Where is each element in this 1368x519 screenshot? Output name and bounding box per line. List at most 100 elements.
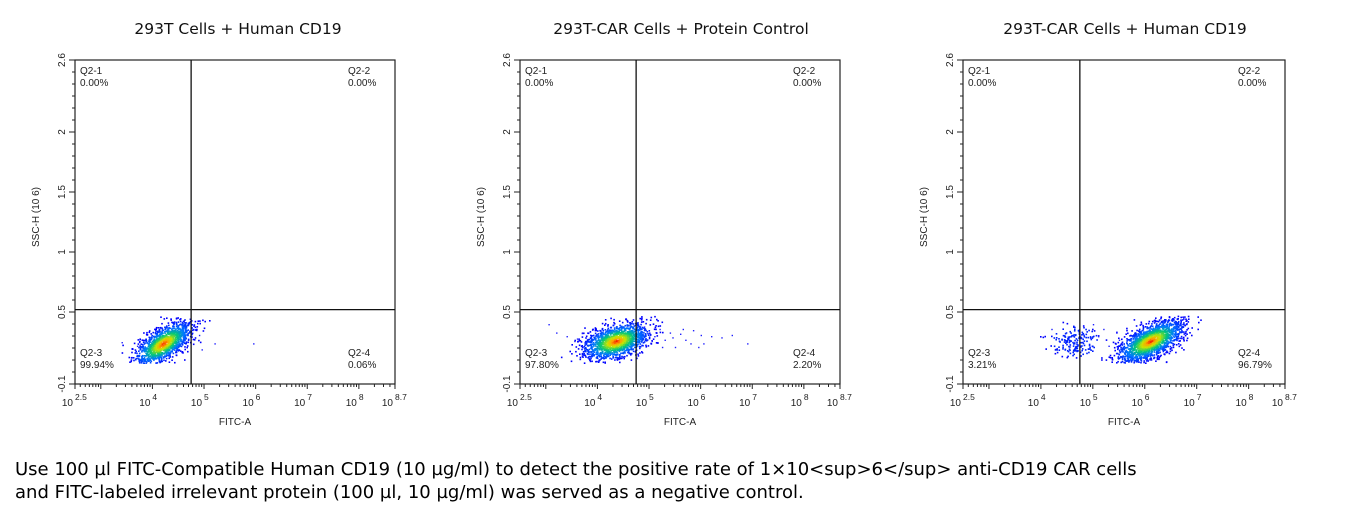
event-dot [159,335,162,338]
event-dot [1170,336,1173,339]
event-dot [1118,357,1121,359]
event-dot [659,325,662,327]
event-dot [637,324,639,326]
event-dot [1080,336,1082,339]
event-dot [168,357,170,360]
event-dot [160,338,162,341]
event-dot [197,322,199,325]
event-dot [1151,349,1153,351]
event-dot [1097,335,1100,337]
event-dot [1105,359,1108,361]
event-dot [1175,321,1177,323]
event-dot [590,344,593,347]
event-dot [630,344,633,347]
event-dot [1149,345,1152,347]
event-dot [639,345,642,348]
event-dot [641,351,643,353]
event-dot [606,339,609,341]
event-dot [1155,324,1158,326]
event-dot [621,327,623,330]
outlier-dot [1051,328,1053,331]
event-dot [1040,336,1042,338]
event-dot [143,360,146,362]
event-dot [1095,334,1098,337]
event-dot [154,335,157,338]
event-dot [590,341,593,344]
event-dot [1180,319,1182,321]
event-dot [148,330,151,332]
quadrant-name-label: Q2-1 [968,66,991,77]
event-dot [1132,338,1134,340]
event-dot [585,350,587,353]
event-dot [1055,333,1058,335]
event-dot [604,340,607,342]
event-dot [616,330,619,332]
event-dot [1177,326,1180,329]
event-dot [1130,337,1133,340]
event-dot [1179,337,1181,340]
event-dot [1081,345,1083,347]
event-dot [153,339,156,342]
event-dot [169,343,172,345]
event-dot [153,358,155,360]
event-dot [175,350,177,353]
event-dot [1182,316,1184,318]
event-dot [647,345,650,347]
event-dot [622,342,624,344]
event-dot [1164,353,1166,356]
event-dot [1166,325,1169,328]
event-dot [621,349,624,352]
event-dot [1075,345,1078,348]
event-dot [1162,328,1164,331]
event-dot [575,350,577,353]
event-dot [160,360,162,363]
x-tick-label: 10 [636,398,648,409]
event-dot [187,334,189,337]
event-dot [1147,342,1150,345]
event-dot [134,349,137,351]
event-dot [165,349,168,352]
event-dot [1161,346,1164,349]
event-dot [155,357,158,360]
event-dot [1157,332,1160,334]
event-dot [1146,358,1149,361]
event-dot [142,345,145,347]
event-dot [141,358,143,360]
event-dot [1126,342,1128,345]
event-dot [605,330,608,333]
event-dot [1159,351,1161,354]
event-dot [604,339,607,341]
event-dot [1101,357,1103,359]
event-dot [594,329,597,332]
event-dot [620,337,623,339]
event-dot [1158,356,1161,359]
event-dot [133,342,136,345]
event-dot [1055,338,1057,341]
event-dot [603,352,605,355]
event-dot [616,332,619,335]
event-dot [1120,350,1123,352]
event-dot [1170,329,1172,332]
event-dot [628,336,631,339]
event-dot [165,336,167,339]
event-dot [1140,335,1142,338]
event-dot [600,358,602,360]
x-axis-label: FITC-A [219,417,252,428]
event-dot [604,333,607,335]
event-dot [1156,332,1158,334]
event-dot [1133,359,1136,362]
event-dot [1170,323,1173,325]
event-dot [1176,339,1178,342]
event-dot [141,356,143,358]
event-dot [1152,346,1155,348]
event-dot [1143,347,1145,350]
event-dot [638,338,640,340]
event-dot [199,322,201,325]
event-dot [176,332,178,335]
event-dot [1155,360,1157,362]
event-dot [177,327,179,329]
event-dot [163,355,166,357]
event-dot [1174,326,1177,328]
event-dot [149,346,151,348]
event-dot [184,346,186,348]
